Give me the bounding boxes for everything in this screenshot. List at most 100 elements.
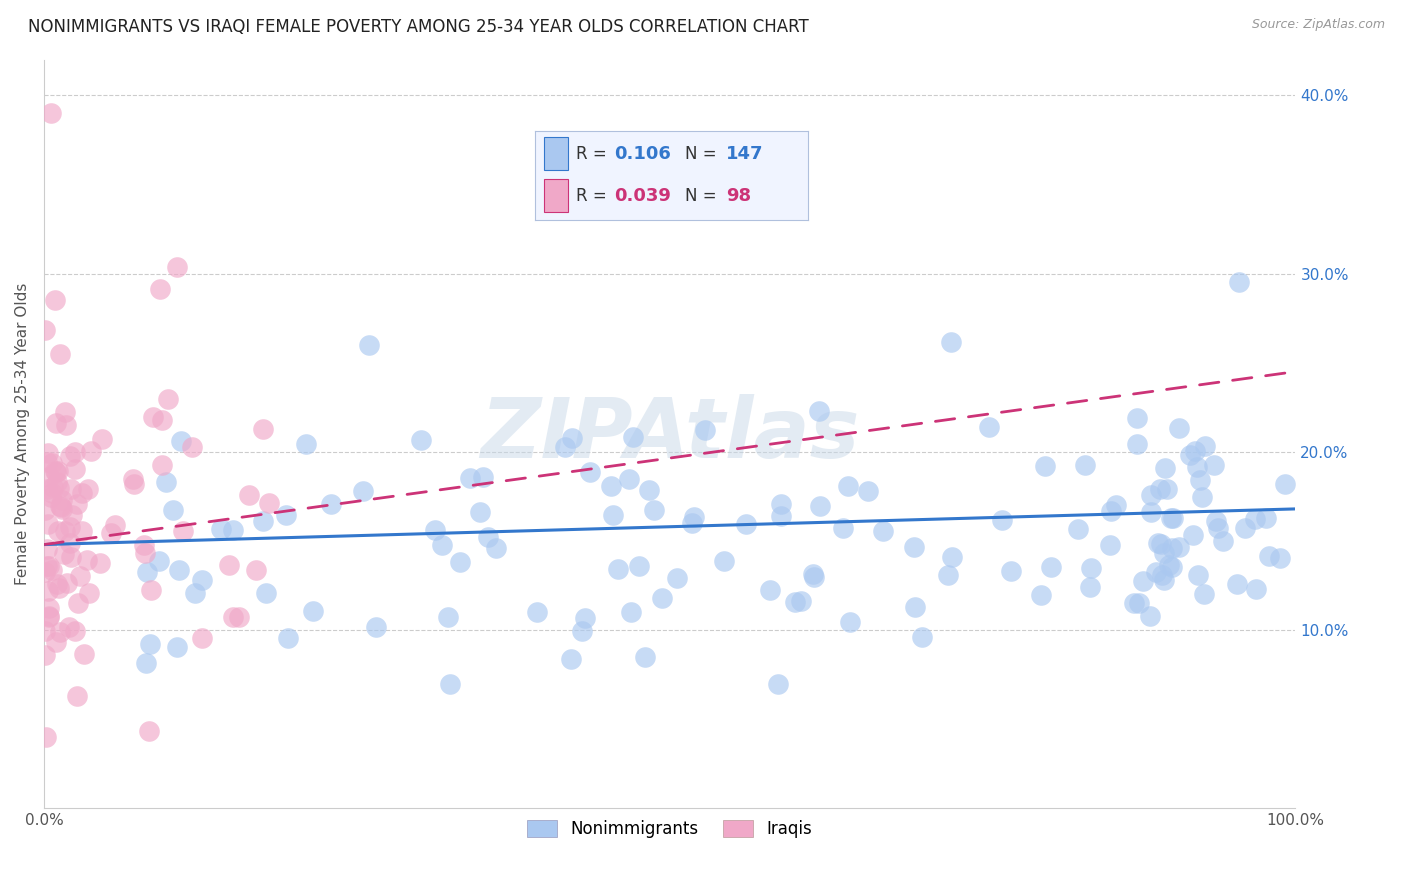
- Point: [617, 473, 640, 487]
- Point: [1132, 574, 1154, 588]
- Y-axis label: Female Poverty Among 25-34 Year Olds: Female Poverty Among 25-34 Year Olds: [15, 283, 30, 585]
- Point: [651, 591, 673, 606]
- Point: [80, 444, 103, 458]
- Point: [579, 465, 602, 479]
- Point: [136, 566, 159, 580]
- Point: [359, 338, 381, 352]
- Point: [1039, 560, 1062, 574]
- Point: [623, 430, 645, 444]
- Point: [769, 496, 792, 510]
- Point: [58, 620, 80, 634]
- Point: [53, 405, 76, 419]
- Point: [157, 392, 180, 407]
- Point: [903, 541, 925, 555]
- Point: [991, 513, 1014, 527]
- Bar: [544, 179, 568, 212]
- Point: [1123, 596, 1146, 610]
- Point: [785, 595, 807, 609]
- Text: 0.039: 0.039: [614, 186, 671, 205]
- Point: [34, 648, 56, 662]
- Point: [1192, 587, 1215, 601]
- Point: [1073, 458, 1095, 472]
- Point: [45, 465, 67, 479]
- Text: ZIPAtlas: ZIPAtlas: [479, 393, 859, 475]
- Point: [1098, 538, 1121, 552]
- Point: [66, 497, 89, 511]
- Point: [409, 434, 432, 448]
- Legend: Nonimmigrants, Iraqis: Nonimmigrants, Iraqis: [520, 814, 820, 845]
- Point: [252, 422, 274, 436]
- Point: [599, 479, 621, 493]
- Point: [56, 576, 79, 591]
- Point: [134, 546, 156, 560]
- Point: [170, 434, 193, 448]
- Point: [941, 549, 963, 564]
- Point: [139, 583, 162, 598]
- Point: [1147, 535, 1170, 549]
- Point: [104, 517, 127, 532]
- Point: [449, 555, 471, 569]
- Point: [45, 635, 67, 649]
- Point: [1154, 460, 1177, 475]
- Point: [1226, 577, 1249, 591]
- Point: [34, 624, 56, 638]
- Point: [172, 524, 194, 538]
- Point: [858, 484, 880, 499]
- Point: [352, 483, 374, 498]
- Point: [302, 604, 325, 618]
- Point: [77, 482, 100, 496]
- Point: [35, 730, 58, 744]
- Point: [41, 485, 63, 500]
- Point: [1202, 458, 1225, 473]
- Point: [238, 488, 260, 502]
- Point: [37, 516, 59, 531]
- Point: [73, 647, 96, 661]
- Point: [59, 519, 82, 533]
- Point: [758, 583, 780, 598]
- Point: [67, 596, 90, 610]
- Point: [51, 500, 73, 514]
- Point: [526, 605, 548, 619]
- Point: [643, 503, 665, 517]
- Point: [1033, 459, 1056, 474]
- Point: [218, 558, 240, 573]
- Point: [124, 476, 146, 491]
- Point: [1182, 528, 1205, 542]
- Point: [1080, 561, 1102, 575]
- Point: [432, 537, 454, 551]
- Point: [803, 569, 825, 583]
- Point: [45, 416, 67, 430]
- Point: [35, 542, 58, 557]
- Text: 147: 147: [725, 145, 763, 163]
- Point: [1157, 558, 1180, 572]
- Point: [34, 503, 56, 517]
- Point: [295, 437, 318, 451]
- Point: [1153, 574, 1175, 588]
- Text: 98: 98: [725, 186, 751, 205]
- Point: [1246, 582, 1268, 596]
- Point: [1099, 503, 1122, 517]
- Point: [44, 464, 66, 478]
- Point: [1256, 511, 1278, 525]
- Point: [142, 410, 165, 425]
- Point: [135, 656, 157, 670]
- Point: [1078, 580, 1101, 594]
- Point: [1153, 546, 1175, 560]
- Point: [148, 554, 170, 568]
- Point: [713, 554, 735, 568]
- Point: [228, 610, 250, 624]
- Point: [1188, 473, 1211, 487]
- Point: [55, 418, 77, 433]
- Point: [79, 586, 101, 600]
- Point: [46, 464, 69, 478]
- Point: [789, 594, 811, 608]
- Point: [1212, 534, 1234, 549]
- Point: [1258, 549, 1281, 564]
- Point: [1000, 564, 1022, 578]
- Point: [1161, 541, 1184, 555]
- Point: [1140, 505, 1163, 519]
- Point: [602, 508, 624, 522]
- Point: [39, 491, 62, 505]
- Text: Source: ZipAtlas.com: Source: ZipAtlas.com: [1251, 18, 1385, 31]
- Point: [1150, 536, 1173, 550]
